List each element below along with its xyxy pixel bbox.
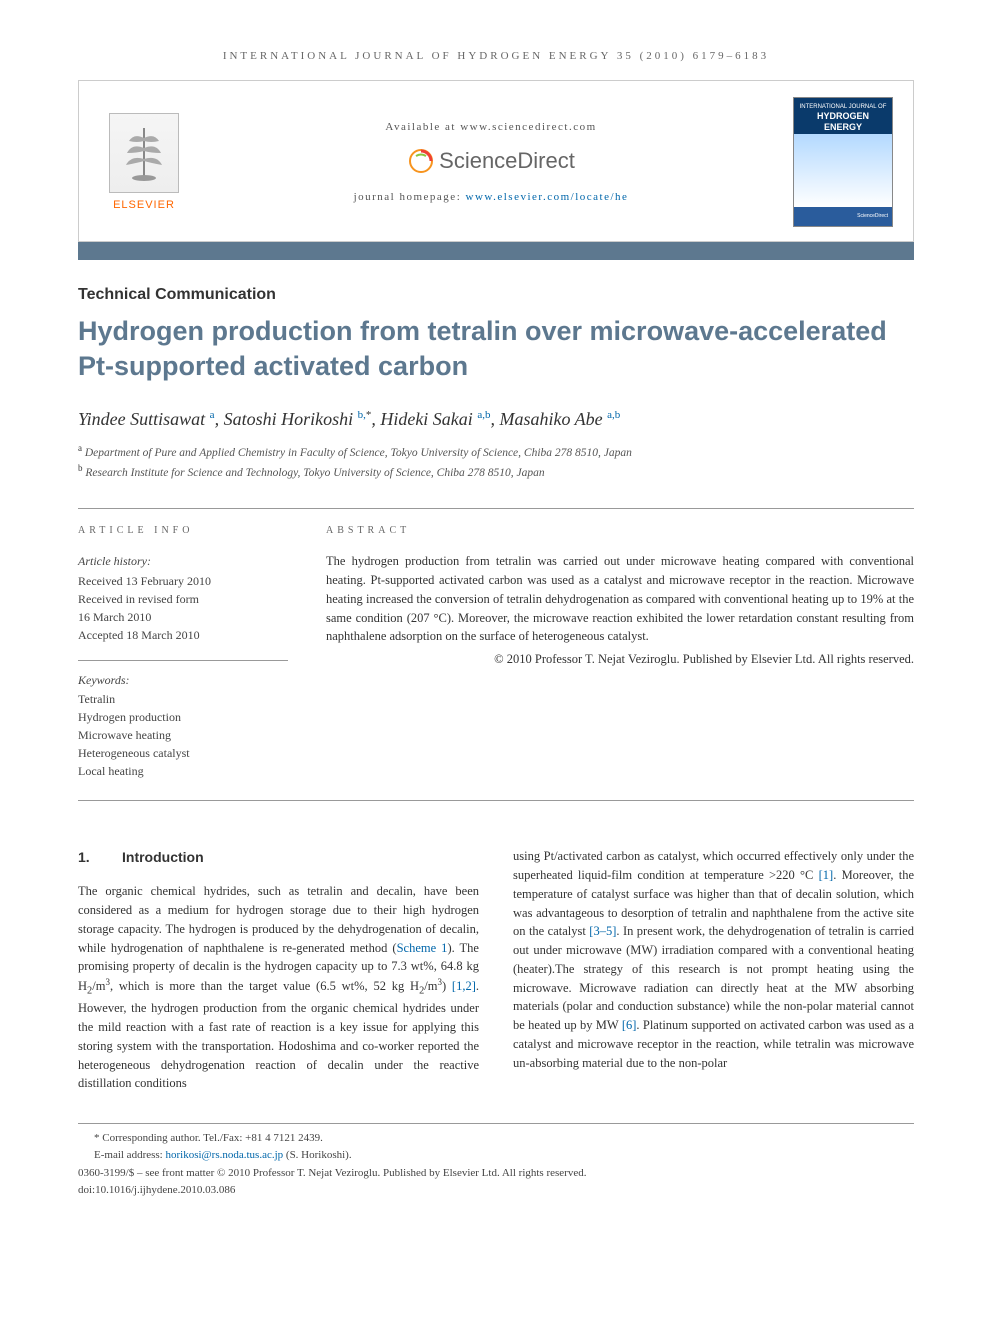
page-root: INTERNATIONAL JOURNAL OF HYDROGEN ENERGY… [0,0,992,1238]
intro-para-col1: The organic chemical hydrides, such as t… [78,882,479,1093]
available-at-line: Available at www.sciencedirect.com [189,121,793,133]
abstract-column: ABSTRACT The hydrogen production from te… [326,509,914,780]
email-line: E-mail address: horikosi@rs.noda.tus.ac.… [78,1147,914,1164]
journal-homepage-line: journal homepage: www.elsevier.com/locat… [189,191,793,203]
history-label: Article history: [78,552,288,570]
section-1-title: Introduction [122,849,204,865]
email-link[interactable]: horikosi@rs.noda.tus.ac.jp [165,1149,283,1161]
article-history: Article history: Received 13 February 20… [78,552,288,644]
cover-bottom-strip: ScienceDirect [794,206,892,226]
running-head: INTERNATIONAL JOURNAL OF HYDROGEN ENERGY… [78,50,914,62]
journal-home-label: journal homepage: [354,191,466,203]
sciencedirect-text: ScienceDirect [439,148,575,174]
footnotes: * Corresponding author. Tel./Fax: +81 4 … [78,1123,914,1198]
section-1-num: 1. [78,847,122,868]
keywords-list: Tetralin Hydrogen production Microwave h… [78,690,288,780]
abstract-head: ABSTRACT [326,525,914,536]
email-label: E-mail address: [94,1149,165,1161]
info-abstract-block: ARTICLE INFO Article history: Received 1… [78,508,914,780]
keyword-item: Heterogeneous catalyst [78,744,288,762]
info-bottom-rule [78,800,914,801]
keywords-label: Keywords: [78,673,288,688]
affiliations: a Department of Pure and Applied Chemist… [78,442,914,482]
elsevier-tree-icon [109,113,179,193]
body-col-right: using Pt/activated carbon as catalyst, w… [513,847,914,1093]
doi-line: doi:10.1016/j.ijhydene.2010.03.086 [78,1182,914,1199]
article-info-column: ARTICLE INFO Article history: Received 1… [78,508,288,780]
section-1-head: 1.Introduction [78,847,479,868]
elsevier-logo-block: ELSEVIER [99,113,189,211]
author-list: Yindee Suttisawat a, Satoshi Horikoshi b… [78,409,914,430]
affil-b: Research Institute for Science and Techn… [85,467,544,479]
elsevier-label: ELSEVIER [113,199,175,211]
front-matter-copyright: 0360-3199/$ – see front matter © 2010 Pr… [78,1165,914,1182]
journal-home-link[interactable]: www.elsevier.com/locate/he [466,191,629,203]
sciencedirect-swirl-icon [407,147,435,175]
article-info-head: ARTICLE INFO [78,525,288,536]
keyword-item: Tetralin [78,690,288,708]
affil-a: Department of Pure and Applied Chemistry… [85,447,632,459]
header-gray-bar [78,242,914,260]
history-revised-1: Received in revised form [78,590,288,608]
email-who: (S. Horikoshi). [283,1149,351,1161]
cover-top-text: INTERNATIONAL JOURNAL OF HYDROGEN ENERGY [794,98,892,134]
article-title: Hydrogen production from tetralin over m… [78,314,914,383]
keyword-item: Hydrogen production [78,708,288,726]
history-accepted: Accepted 18 March 2010 [78,626,288,644]
article-type: Technical Communication [78,286,914,304]
history-received: Received 13 February 2010 [78,572,288,590]
intro-para-col2: using Pt/activated carbon as catalyst, w… [513,847,914,1072]
journal-cover-thumbnail: INTERNATIONAL JOURNAL OF HYDROGEN ENERGY… [793,97,893,227]
keyword-rule [78,660,288,661]
keyword-item: Microwave heating [78,726,288,744]
header-center: Available at www.sciencedirect.com Scien… [189,121,793,203]
abstract-text: The hydrogen production from tetralin wa… [326,552,914,646]
keyword-item: Local heating [78,762,288,780]
corresponding-author: * Corresponding author. Tel./Fax: +81 4 … [78,1130,914,1147]
history-revised-2: 16 March 2010 [78,608,288,626]
abstract-copyright: © 2010 Professor T. Nejat Veziroglu. Pub… [326,650,914,669]
journal-header-box: ELSEVIER Available at www.sciencedirect.… [78,80,914,242]
body-two-column: 1.Introduction The organic chemical hydr… [78,847,914,1093]
body-col-left: 1.Introduction The organic chemical hydr… [78,847,479,1093]
sciencedirect-logo: ScienceDirect [407,147,575,175]
